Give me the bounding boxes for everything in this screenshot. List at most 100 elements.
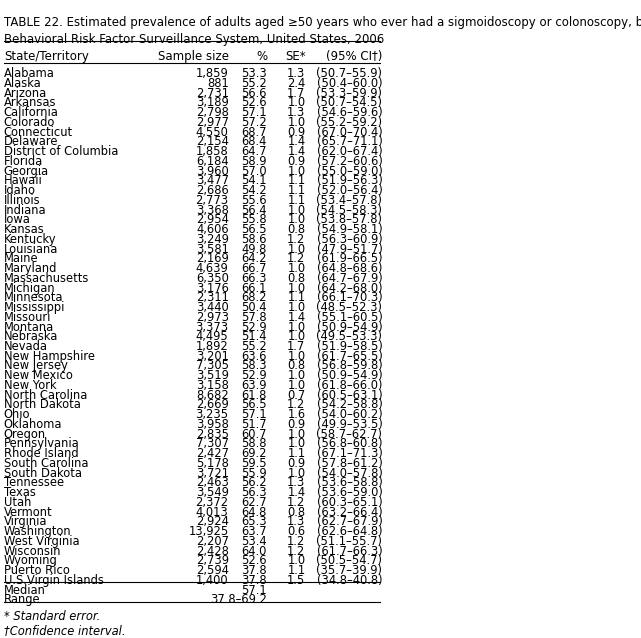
Text: 56.4: 56.4 xyxy=(242,204,267,217)
Text: Connecticut: Connecticut xyxy=(4,126,73,138)
Text: 64.8: 64.8 xyxy=(242,505,267,519)
Text: 49.8: 49.8 xyxy=(242,242,267,256)
Text: 3,176: 3,176 xyxy=(196,281,229,295)
Text: 3,373: 3,373 xyxy=(196,320,229,334)
Text: Kentucky: Kentucky xyxy=(4,233,56,246)
Text: 1.0: 1.0 xyxy=(287,466,306,480)
Text: Montana: Montana xyxy=(4,320,54,334)
Text: 0.9: 0.9 xyxy=(287,457,306,470)
Text: 66.3: 66.3 xyxy=(242,272,267,285)
Text: 51.4: 51.4 xyxy=(242,330,267,343)
Text: 2,372: 2,372 xyxy=(196,496,229,509)
Text: Sample size: Sample size xyxy=(158,50,229,63)
Text: (34.8–40.8): (34.8–40.8) xyxy=(317,574,383,587)
Text: 63.7: 63.7 xyxy=(242,525,267,538)
Text: South Carolina: South Carolina xyxy=(4,457,88,470)
Text: 1.0: 1.0 xyxy=(287,554,306,567)
Text: 1.2: 1.2 xyxy=(287,252,306,265)
Text: 3,249: 3,249 xyxy=(196,233,229,246)
Text: 3,721: 3,721 xyxy=(196,466,229,480)
Text: 1.0: 1.0 xyxy=(287,116,306,129)
Text: 54.1: 54.1 xyxy=(242,174,267,188)
Text: 1.3: 1.3 xyxy=(287,67,306,80)
Text: Idaho: Idaho xyxy=(4,184,36,197)
Text: 1.4: 1.4 xyxy=(287,145,306,158)
Text: 2,686: 2,686 xyxy=(196,184,229,197)
Text: 1.3: 1.3 xyxy=(287,477,306,489)
Text: 2,427: 2,427 xyxy=(196,447,229,460)
Text: 3,549: 3,549 xyxy=(196,486,229,499)
Text: Oregon: Oregon xyxy=(4,427,46,441)
Text: (54.9–58.1): (54.9–58.1) xyxy=(317,223,383,236)
Text: (66.1–70.3): (66.1–70.3) xyxy=(317,292,383,304)
Text: 57.8: 57.8 xyxy=(242,311,267,323)
Text: South Dakota: South Dakota xyxy=(4,466,82,480)
Text: (61.8–66.0): (61.8–66.0) xyxy=(317,379,383,392)
Text: 53.4: 53.4 xyxy=(242,535,267,548)
Text: 2,798: 2,798 xyxy=(196,106,229,119)
Text: 0.9: 0.9 xyxy=(287,126,306,138)
Text: 1.1: 1.1 xyxy=(287,184,306,197)
Text: New Jersey: New Jersey xyxy=(4,359,68,373)
Text: 1.1: 1.1 xyxy=(287,292,306,304)
Text: SE*: SE* xyxy=(285,50,306,63)
Text: 51.7: 51.7 xyxy=(242,418,267,431)
Text: 52.9: 52.9 xyxy=(242,369,267,382)
Text: Missouri: Missouri xyxy=(4,311,51,323)
Text: 1.1: 1.1 xyxy=(287,174,306,188)
Text: %: % xyxy=(256,50,267,63)
Text: 2,463: 2,463 xyxy=(196,477,229,489)
Text: 1.5: 1.5 xyxy=(287,574,306,587)
Text: 0.9: 0.9 xyxy=(287,418,306,431)
Text: 55.6: 55.6 xyxy=(242,194,267,207)
Text: 68.2: 68.2 xyxy=(242,292,267,304)
Text: Tennessee: Tennessee xyxy=(4,477,64,489)
Text: 64.7: 64.7 xyxy=(242,145,267,158)
Text: 58.6: 58.6 xyxy=(242,233,267,246)
Text: North Carolina: North Carolina xyxy=(4,389,87,402)
Text: Nebraska: Nebraska xyxy=(4,330,58,343)
Text: Median: Median xyxy=(4,584,46,597)
Text: 3,368: 3,368 xyxy=(196,204,229,217)
Text: 1.0: 1.0 xyxy=(287,165,306,177)
Text: 1.2: 1.2 xyxy=(287,233,306,246)
Text: (50.5–54.7): (50.5–54.7) xyxy=(317,554,383,567)
Text: 57.1: 57.1 xyxy=(242,584,267,597)
Text: (50.9–54.9): (50.9–54.9) xyxy=(317,320,383,334)
Text: 1.0: 1.0 xyxy=(287,438,306,450)
Text: 63.6: 63.6 xyxy=(242,350,267,363)
Text: 1,859: 1,859 xyxy=(196,67,229,80)
Text: Rhode Island: Rhode Island xyxy=(4,447,78,460)
Text: 1.2: 1.2 xyxy=(287,535,306,548)
Text: TABLE 22. Estimated prevalence of adults aged ≥50 years who ever had a sigmoidos: TABLE 22. Estimated prevalence of adults… xyxy=(4,16,641,29)
Text: (67.1–71.3): (67.1–71.3) xyxy=(317,447,383,460)
Text: 64.2: 64.2 xyxy=(242,252,267,265)
Text: (61.7–65.5): (61.7–65.5) xyxy=(317,350,383,363)
Text: (51.9–58.5): (51.9–58.5) xyxy=(317,340,383,353)
Text: (55.0–59.0): (55.0–59.0) xyxy=(317,165,383,177)
Text: West Virginia: West Virginia xyxy=(4,535,79,548)
Text: 0.8: 0.8 xyxy=(287,359,306,373)
Text: 1.0: 1.0 xyxy=(287,427,306,441)
Text: (52.0–56.4): (52.0–56.4) xyxy=(317,184,383,197)
Text: 57.1: 57.1 xyxy=(242,106,267,119)
Text: (63.2–66.4): (63.2–66.4) xyxy=(317,505,383,519)
Text: 1.4: 1.4 xyxy=(287,486,306,499)
Text: 50.4: 50.4 xyxy=(242,301,267,314)
Text: 54.2: 54.2 xyxy=(242,184,267,197)
Text: (53.4–57.8): (53.4–57.8) xyxy=(317,194,383,207)
Text: (53.3–59.9): (53.3–59.9) xyxy=(317,87,383,100)
Text: 0.8: 0.8 xyxy=(287,505,306,519)
Text: Arkansas: Arkansas xyxy=(4,96,56,110)
Text: (54.2–58.8): (54.2–58.8) xyxy=(317,399,383,412)
Text: (48.5–52.3): (48.5–52.3) xyxy=(317,301,383,314)
Text: 56.5: 56.5 xyxy=(242,223,267,236)
Text: 8,682: 8,682 xyxy=(196,389,229,402)
Text: (56.3–60.9): (56.3–60.9) xyxy=(317,233,383,246)
Text: (55.2–59.2): (55.2–59.2) xyxy=(316,116,383,129)
Text: 63.9: 63.9 xyxy=(242,379,267,392)
Text: 0.8: 0.8 xyxy=(287,272,306,285)
Text: 55.2: 55.2 xyxy=(242,77,267,90)
Text: District of Columbia: District of Columbia xyxy=(4,145,118,158)
Text: 60.7: 60.7 xyxy=(242,427,267,441)
